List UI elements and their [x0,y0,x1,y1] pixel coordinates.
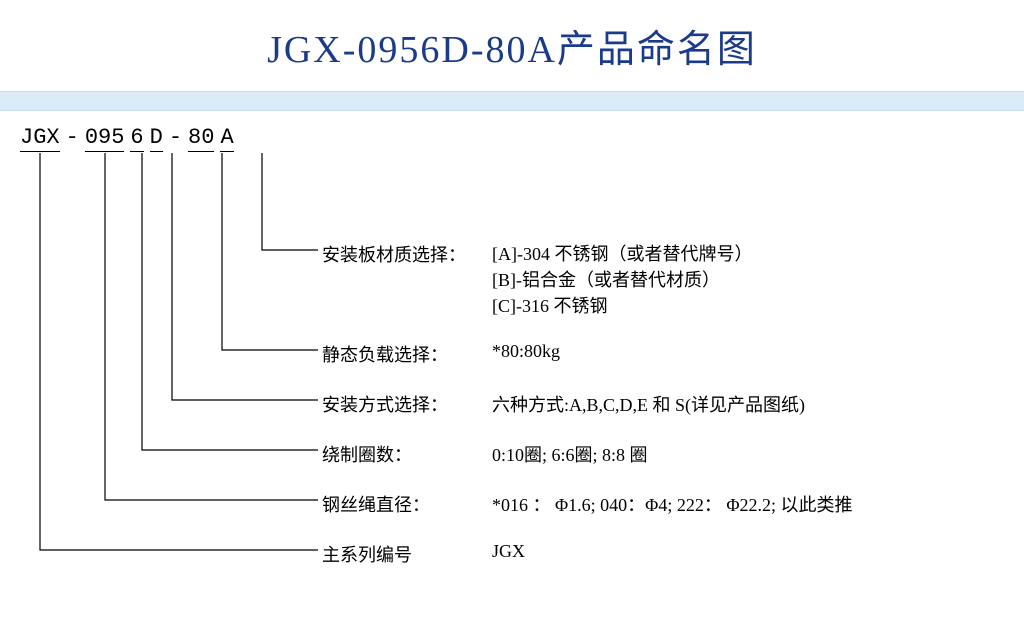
naming-diagram: JGX-0956D-80A 安装板材质选择： [A]-304 不锈钢（或者替代牌… [0,111,1024,616]
value-material: [A]-304 不锈钢（或者替代牌号） [B]-铝合金（或者替代材质） [C]-… [492,241,752,319]
seg-6: 6 [130,125,143,152]
value-load: *80:80kg [492,341,560,362]
page-title: JGX-0956D-80A产品命名图 [0,0,1024,91]
value-material-a: [A]-304 不锈钢（或者替代牌号） [492,241,752,267]
value-mount: 六种方式:A,B,C,D,E 和 S(详见产品图纸) [492,391,805,417]
product-code: JGX-0956D-80A [20,125,234,152]
seg-80: 80 [188,125,214,152]
label-material: 安装板材质选择： [322,241,466,267]
seg-a: A [220,125,233,152]
label-load: 静态负载选择： [322,341,448,367]
separator-band [0,91,1024,111]
label-series: 主系列编号 [322,541,412,567]
value-series: JGX [492,541,525,562]
label-turns: 绕制圈数： [322,441,412,467]
value-material-c: [C]-316 不锈钢 [492,293,752,319]
value-diameter: *016 ： Φ1.6; 040：Φ4; 222： Φ22.2; 以此类推 [492,491,852,517]
value-material-b: [B]-铝合金（或者替代材质） [492,267,752,293]
seg-jgx: JGX [20,125,60,152]
seg-095: 095 [85,125,125,152]
label-diameter: 钢丝绳直径： [322,491,430,517]
seg-dash1: - [66,125,79,150]
seg-dash2: - [169,125,182,150]
label-mount: 安装方式选择： [322,391,448,417]
seg-d: D [150,125,163,152]
value-turns: 0:10圈; 6:6圈; 8:8 圈 [492,441,648,467]
